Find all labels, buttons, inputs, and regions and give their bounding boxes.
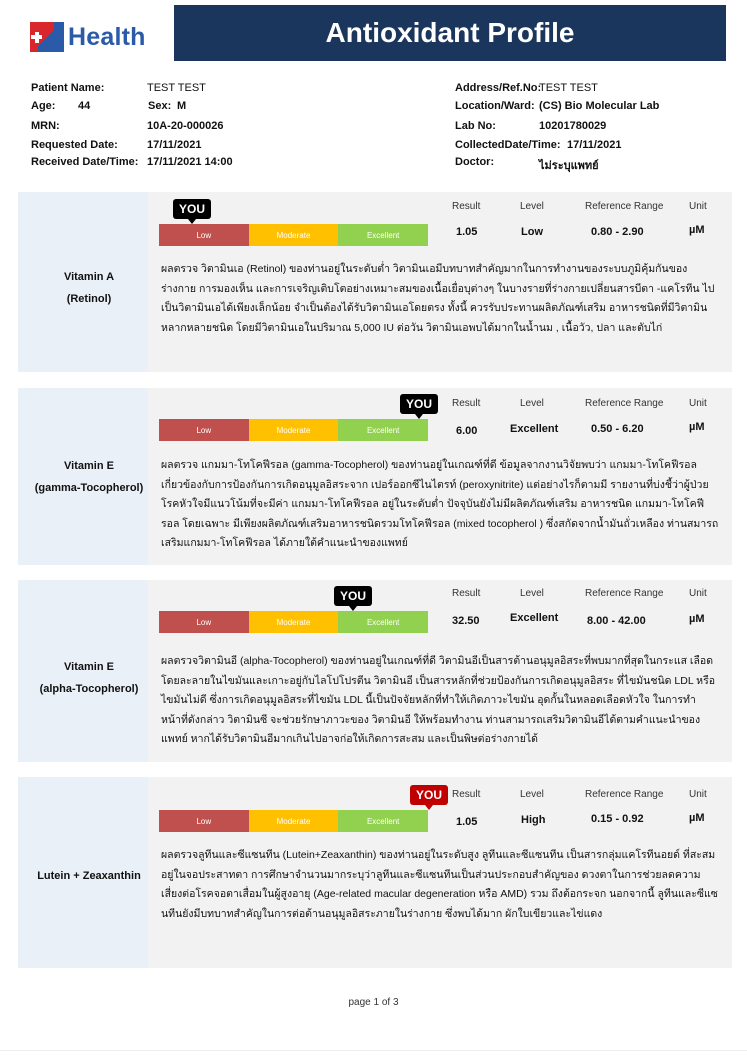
unit-value: µM xyxy=(689,812,705,824)
scale-moderate: Moderate xyxy=(248,224,339,246)
location-label: Location/Ward: xyxy=(455,100,535,112)
result-header: Result xyxy=(452,588,481,599)
test-name: Vitamin A (Retinol) xyxy=(63,271,115,305)
result-header: Result xyxy=(452,398,481,409)
collected-date-value: 17/11/2021 xyxy=(567,139,622,151)
unit-value: µM xyxy=(689,613,705,625)
level-scale-bar: Low Moderate Excellent xyxy=(159,810,429,832)
scale-low: Low xyxy=(159,419,249,441)
mrn-value: 10A-20-000026 xyxy=(147,120,224,132)
logo-cross-icon xyxy=(30,22,64,52)
test-section-vitamin-e-alpha: Vitamin E (alpha-Tocopherol) YOU Low Mod… xyxy=(18,580,732,762)
address-label: Address/Ref.No: xyxy=(455,82,542,94)
test-description: ผลตรวจวิตามินอี (alpha-Tocopherol) ของท่… xyxy=(161,655,716,745)
result-value: 6.00 xyxy=(456,425,478,437)
range-value: 0.15 - 0.92 xyxy=(591,813,644,825)
location-value: (CS) Bio Molecular Lab xyxy=(539,100,660,112)
unit-header: Unit xyxy=(689,201,707,212)
range-header: Reference Range xyxy=(585,789,664,800)
test-description: ผลตรวจ วิตามินเอ (Retinol) ของท่านอยู่ใน… xyxy=(161,263,715,334)
range-header: Reference Range xyxy=(585,398,664,409)
doctor-label: Doctor: xyxy=(455,156,495,168)
patient-name-label: Patient Name: xyxy=(31,82,105,94)
level-header: Level xyxy=(520,789,544,800)
requested-date-value: 17/11/2021 xyxy=(147,139,202,151)
unit-value: µM xyxy=(689,421,705,433)
scale-excellent: Excellent xyxy=(338,611,429,633)
logo-text: Health xyxy=(68,22,146,51)
range-header: Reference Range xyxy=(585,588,664,599)
unit-header: Unit xyxy=(689,789,707,800)
you-marker: YOU xyxy=(334,586,373,611)
received-date-value: 17/11/2021 14:00 xyxy=(147,156,233,168)
test-section-vitamin-a: Vitamin A (Retinol) YOU Low Moderate Exc… xyxy=(18,192,732,372)
mrn-label: MRN: xyxy=(31,120,60,132)
lab-no-label: Lab No: xyxy=(455,120,496,132)
scale-excellent: Excellent xyxy=(338,419,429,441)
range-value: 0.80 - 2.90 xyxy=(591,226,644,238)
page-indicator: page 1 of 3 xyxy=(348,997,399,1008)
unit-header: Unit xyxy=(689,398,707,409)
age-value: 44 xyxy=(78,100,91,112)
range-value: 8.00 - 42.00 xyxy=(587,615,646,627)
test-description: ผลตรวจลูทีนและซีแซนทีน (Lutein+Zeaxanthi… xyxy=(161,849,718,920)
unit-value: µM xyxy=(689,224,705,236)
scale-excellent: Excellent xyxy=(338,224,429,246)
collected-date-label: CollectedDate/Time: xyxy=(455,139,561,151)
level-header: Level xyxy=(520,588,544,599)
scale-low: Low xyxy=(159,611,249,633)
scale-low: Low xyxy=(159,224,249,246)
title-banner: Antioxidant Profile xyxy=(174,5,726,61)
you-marker: YOU xyxy=(173,199,212,224)
sex-value: M xyxy=(177,100,187,112)
sex-label: Sex: xyxy=(148,100,172,112)
result-value: 1.05 xyxy=(456,816,478,828)
test-name: Vitamin E (gamma-Tocopherol) xyxy=(34,460,144,494)
result-header: Result xyxy=(452,201,481,212)
you-marker: YOU xyxy=(400,394,439,419)
level-scale-bar: Low Moderate Excellent xyxy=(159,419,429,441)
scale-excellent: Excellent xyxy=(338,810,429,832)
test-section-lutein-zeaxanthin: Lutein + Zeaxanthin YOU Low Moderate Exc… xyxy=(18,777,732,968)
result-value: 32.50 xyxy=(452,615,480,627)
lab-no-value: 10201780029 xyxy=(539,120,607,132)
range-header: Reference Range xyxy=(585,201,664,212)
patient-name-value: TEST TEST xyxy=(147,82,206,94)
address-value: TEST TEST xyxy=(539,82,598,94)
test-name: Lutein + Zeaxanthin xyxy=(37,870,141,882)
level-value: Excellent xyxy=(510,423,559,435)
requested-date-label: Requested Date: xyxy=(31,139,118,151)
health-logo: Health xyxy=(30,22,146,52)
scale-moderate: Moderate xyxy=(248,810,339,832)
scale-moderate: Moderate xyxy=(248,611,339,633)
level-value: High xyxy=(521,814,546,826)
level-header: Level xyxy=(520,201,544,212)
level-value: Excellent xyxy=(510,612,559,624)
level-scale-bar: Low Moderate Excellent xyxy=(159,224,429,246)
test-name: Vitamin E (alpha-Tocopherol) xyxy=(39,661,139,695)
age-label: Age: xyxy=(31,100,56,112)
doctor-value: ไม่ระบุแพทย์ xyxy=(539,160,599,172)
received-date-label: Received Date/Time: xyxy=(31,156,139,168)
level-scale-bar: Low Moderate Excellent xyxy=(159,611,429,633)
scale-moderate: Moderate xyxy=(248,419,339,441)
result-value: 1.05 xyxy=(456,226,478,238)
test-section-vitamin-e-gamma: Vitamin E (gamma-Tocopherol) YOU Low Mod… xyxy=(18,388,732,565)
page-title: Antioxidant Profile xyxy=(325,17,575,48)
test-description: ผลตรวจ แกมมา-โทโคฟีรอล (gamma-Tocopherol… xyxy=(161,459,719,549)
level-value: Low xyxy=(521,226,543,238)
range-value: 0.50 - 6.20 xyxy=(591,423,644,435)
level-header: Level xyxy=(520,398,544,409)
unit-header: Unit xyxy=(689,588,707,599)
result-header: Result xyxy=(452,789,481,800)
scale-low: Low xyxy=(159,810,249,832)
you-marker-high: YOU xyxy=(410,785,449,810)
page-divider xyxy=(0,1050,747,1051)
